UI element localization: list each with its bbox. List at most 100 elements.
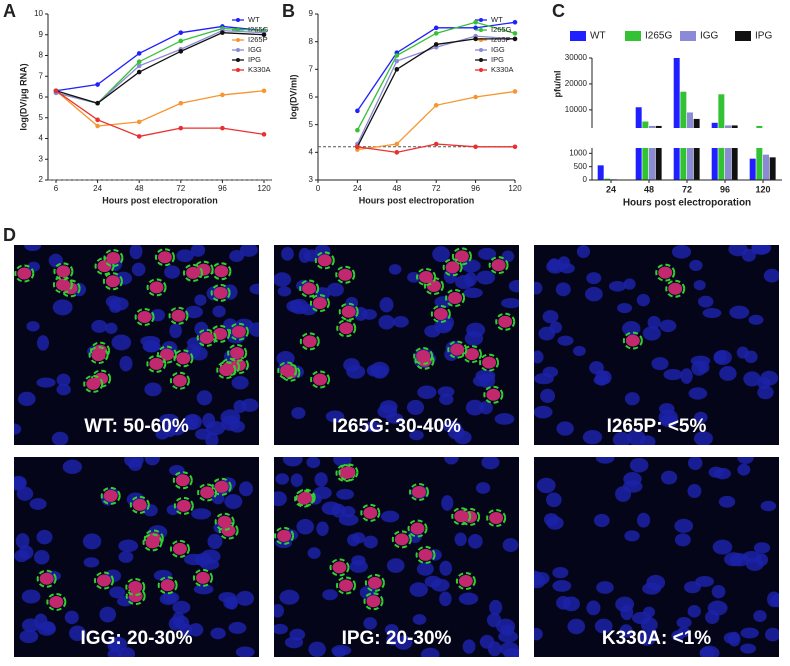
nucleus: [623, 278, 636, 290]
infected-cell: [97, 260, 112, 273]
nucleus: [479, 634, 495, 649]
nucleus: [434, 296, 453, 309]
nucleus: [386, 558, 405, 573]
er-stain: [142, 533, 163, 552]
point: [355, 127, 360, 133]
point: [433, 141, 439, 147]
nucleus: [765, 627, 779, 642]
nucleus: [432, 246, 450, 263]
nucleus: [500, 298, 519, 309]
y-tick-label: 20000: [565, 79, 588, 88]
nucleus: [671, 245, 692, 259]
nucleus: [498, 630, 519, 643]
nucleus: [753, 610, 767, 622]
bar: [725, 148, 731, 180]
nucleus: [188, 623, 204, 637]
nucleus: [444, 457, 459, 465]
legend-label: K330A: [491, 65, 514, 74]
nucleus: [153, 569, 173, 582]
infected-cell: [56, 265, 71, 278]
er-stain: [157, 576, 178, 595]
nucleus: [128, 457, 143, 472]
nucleus: [693, 431, 713, 445]
nucleus: [169, 323, 182, 339]
nucleus: [236, 590, 255, 606]
point: [473, 94, 478, 100]
nucleus: [723, 632, 740, 644]
nucleus: [118, 539, 139, 553]
nucleus: [205, 432, 219, 445]
point: [178, 100, 184, 106]
nucleus: [117, 596, 133, 607]
bar: [731, 125, 738, 128]
nucleus: [284, 636, 304, 649]
er-stain: [295, 488, 316, 507]
nucleus: [235, 646, 255, 657]
y-axis-title: log(DV/ml): [288, 75, 298, 120]
infected-cell: [219, 364, 234, 377]
legend-swatch: [479, 48, 483, 52]
nucleus: [248, 322, 259, 337]
nucleus: [19, 629, 39, 644]
infected-cell: [132, 498, 147, 511]
nucleus: [702, 307, 722, 319]
point: [512, 20, 518, 25]
nucleus: [555, 282, 571, 297]
er-stain: [103, 249, 124, 268]
infected-cell: [172, 542, 187, 555]
y-tick-label: 5: [309, 120, 314, 129]
nucleus: [107, 637, 121, 653]
infected-cell: [39, 572, 54, 585]
y-tick-label: 6: [39, 92, 44, 101]
y-axis-title: log(DV/µg RNA): [18, 63, 28, 130]
nucleus: [282, 457, 303, 467]
nucleus: [316, 521, 329, 536]
infected-cell: [433, 307, 448, 320]
bar: [635, 148, 642, 180]
nucleus: [586, 272, 602, 285]
nucleus: [322, 589, 338, 601]
point: [136, 119, 142, 125]
nucleus: [190, 245, 206, 257]
point: [433, 25, 439, 31]
legend-swatch: [236, 68, 240, 72]
infected-cell: [213, 327, 228, 340]
nucleus: [552, 579, 572, 592]
nucleus: [536, 477, 556, 494]
nucleus: [193, 584, 214, 595]
y-axis-title: pfu/ml: [552, 71, 562, 98]
infected-cell: [160, 579, 175, 592]
bar: [687, 148, 693, 180]
er-stain: [299, 279, 320, 298]
legend-swatch: [680, 31, 696, 41]
point: [95, 100, 100, 106]
nucleus: [29, 498, 47, 510]
er-stain: [329, 558, 350, 577]
nucleus: [205, 421, 226, 436]
nucleus: [740, 627, 759, 639]
infected-cell: [91, 349, 106, 362]
nucleus: [185, 305, 203, 319]
nucleus: [687, 484, 702, 499]
nucleus: [556, 421, 574, 436]
nucleus: [417, 385, 437, 399]
er-stain: [94, 257, 115, 276]
infected-cell: [49, 595, 64, 608]
point: [394, 67, 400, 72]
nucleus: [475, 482, 491, 494]
nucleus: [194, 294, 207, 306]
nucleus: [593, 513, 610, 528]
er-stain: [146, 354, 167, 373]
nucleus: [477, 247, 497, 260]
point: [178, 30, 184, 35]
nucleus: [502, 538, 519, 552]
nucleus: [36, 335, 50, 351]
y-tick-label: 0: [583, 175, 588, 184]
point: [136, 69, 142, 75]
bar: [649, 148, 655, 180]
y-tick-label: 3: [309, 175, 314, 184]
nucleus: [557, 335, 574, 346]
infected-cell: [394, 533, 409, 546]
nucleus: [366, 364, 380, 377]
